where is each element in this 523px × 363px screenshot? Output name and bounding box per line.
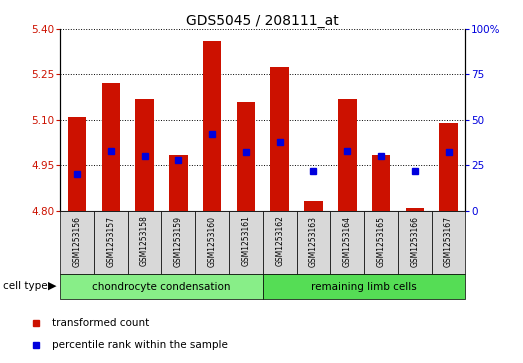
Text: GSM1253161: GSM1253161 xyxy=(242,216,251,266)
Bar xyxy=(263,211,297,274)
Bar xyxy=(439,123,458,211)
Bar xyxy=(304,201,323,211)
Bar xyxy=(101,83,120,211)
Bar xyxy=(128,211,162,274)
Bar xyxy=(364,211,398,274)
Text: percentile rank within the sample: percentile rank within the sample xyxy=(52,340,228,350)
Bar xyxy=(203,41,221,211)
Text: GSM1253156: GSM1253156 xyxy=(73,216,82,266)
Bar xyxy=(338,99,357,211)
Text: GSM1253158: GSM1253158 xyxy=(140,216,149,266)
Bar xyxy=(60,274,263,299)
Text: GSM1253160: GSM1253160 xyxy=(208,216,217,266)
Bar xyxy=(195,211,229,274)
Bar xyxy=(431,211,465,274)
Text: transformed count: transformed count xyxy=(52,318,149,328)
Text: chondrocyte condensation: chondrocyte condensation xyxy=(92,282,231,292)
Title: GDS5045 / 208111_at: GDS5045 / 208111_at xyxy=(186,14,339,28)
Bar xyxy=(236,102,255,211)
Bar xyxy=(135,99,154,211)
Text: GSM1253162: GSM1253162 xyxy=(275,216,284,266)
Text: ▶: ▶ xyxy=(48,281,56,291)
Text: GSM1253165: GSM1253165 xyxy=(377,216,385,266)
Text: remaining limb cells: remaining limb cells xyxy=(311,282,417,292)
Text: GSM1253159: GSM1253159 xyxy=(174,216,183,266)
Bar xyxy=(162,211,195,274)
Text: GSM1253167: GSM1253167 xyxy=(444,216,453,266)
Bar xyxy=(169,155,188,211)
Bar xyxy=(372,155,390,211)
Text: GSM1253164: GSM1253164 xyxy=(343,216,352,266)
Bar xyxy=(94,211,128,274)
Text: cell type: cell type xyxy=(3,281,47,291)
Bar xyxy=(405,208,424,211)
Bar xyxy=(331,211,364,274)
Bar xyxy=(270,67,289,211)
Text: GSM1253157: GSM1253157 xyxy=(106,216,115,266)
Text: GSM1253166: GSM1253166 xyxy=(411,216,419,266)
Bar xyxy=(68,117,86,211)
Text: GSM1253163: GSM1253163 xyxy=(309,216,318,266)
Bar xyxy=(263,274,465,299)
Bar xyxy=(398,211,431,274)
Bar xyxy=(60,211,94,274)
Bar xyxy=(297,211,331,274)
Bar xyxy=(229,211,263,274)
